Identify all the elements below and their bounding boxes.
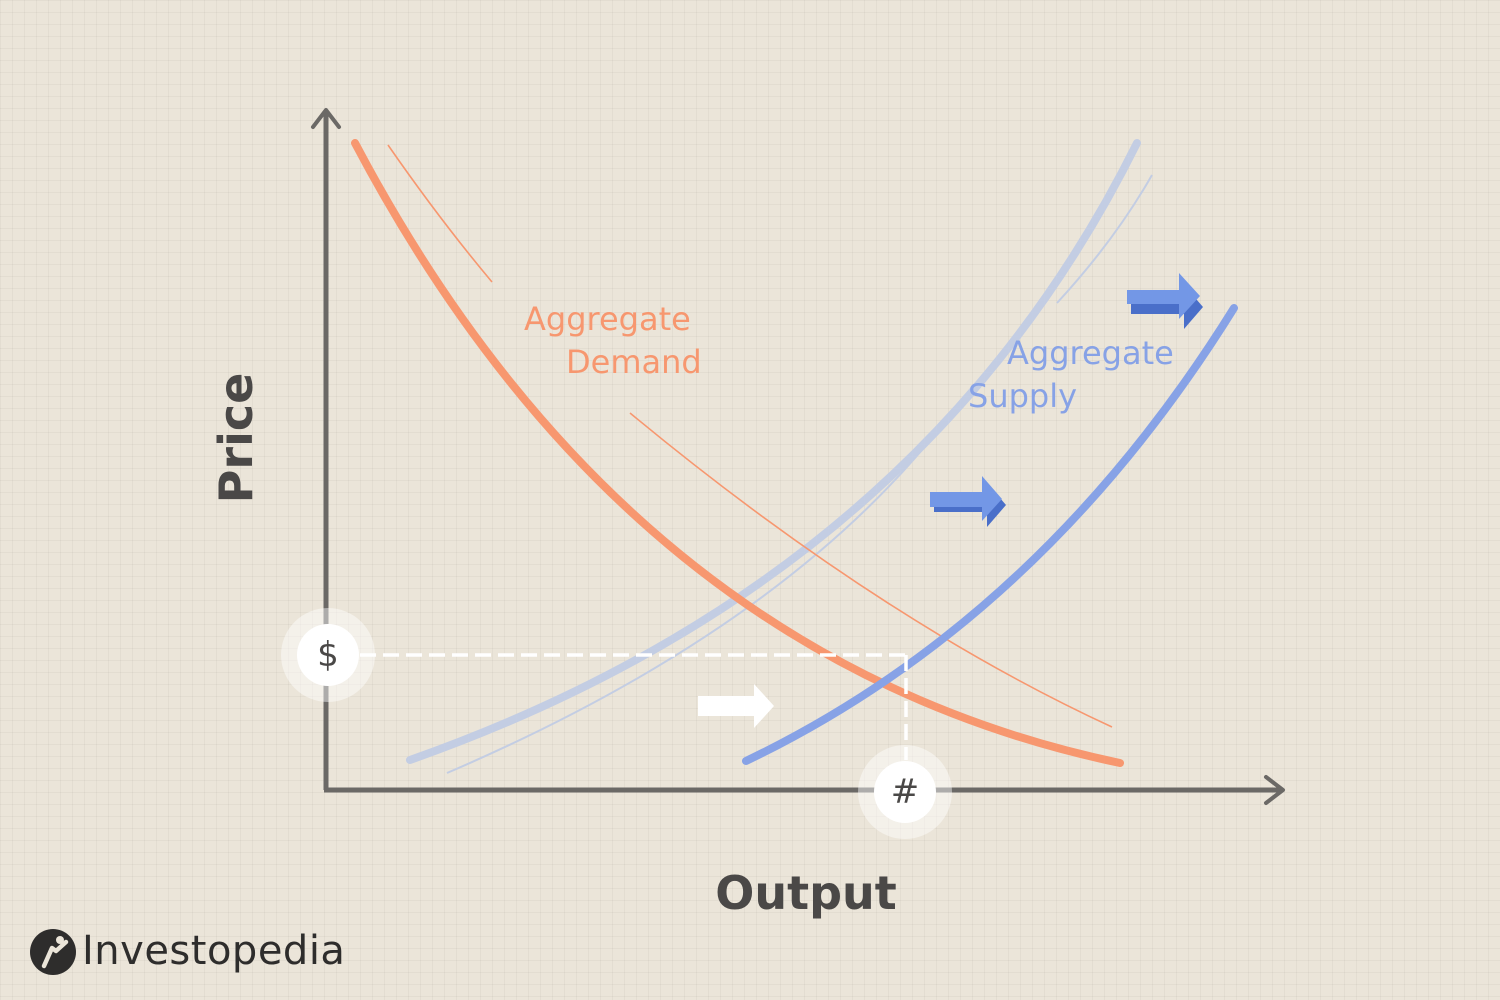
- demand-curve-label-line1: Aggregate: [524, 300, 691, 338]
- aggregate-demand-curve: [351, 139, 1124, 767]
- shift-arrow-blue-upper: [1127, 273, 1203, 329]
- shift-arrow-blue-middle: [930, 476, 1006, 527]
- aggregate-supply-curve: [742, 304, 1238, 765]
- price-marker: [281, 608, 375, 702]
- demand-thin-line-lower: [629, 412, 1113, 728]
- supply-curve-label-line2: Supply: [968, 377, 1078, 415]
- supply-curve-label-line1: Aggregate: [1007, 334, 1174, 372]
- demand-thin-line-upper: [387, 144, 493, 283]
- output-marker-symbol: #: [890, 772, 920, 812]
- brand-name: Investopedia: [82, 928, 346, 974]
- y-axis-arrowhead: [311, 108, 341, 129]
- price-marker-symbol: $: [317, 635, 339, 675]
- x-axis-label: Output: [715, 866, 897, 920]
- original-supply-thin-line: [446, 427, 941, 774]
- original-supply-thin-line-upper: [1056, 174, 1153, 304]
- investopedia-logo-icon: [30, 929, 76, 975]
- output-marker: [858, 745, 952, 839]
- demand-curve-label-line2: Demand: [566, 343, 702, 381]
- shift-arrow-white: [698, 684, 774, 728]
- original-supply-curve: [406, 139, 1141, 764]
- y-axis-label: Price: [209, 372, 263, 504]
- x-axis-arrowhead: [1264, 775, 1285, 805]
